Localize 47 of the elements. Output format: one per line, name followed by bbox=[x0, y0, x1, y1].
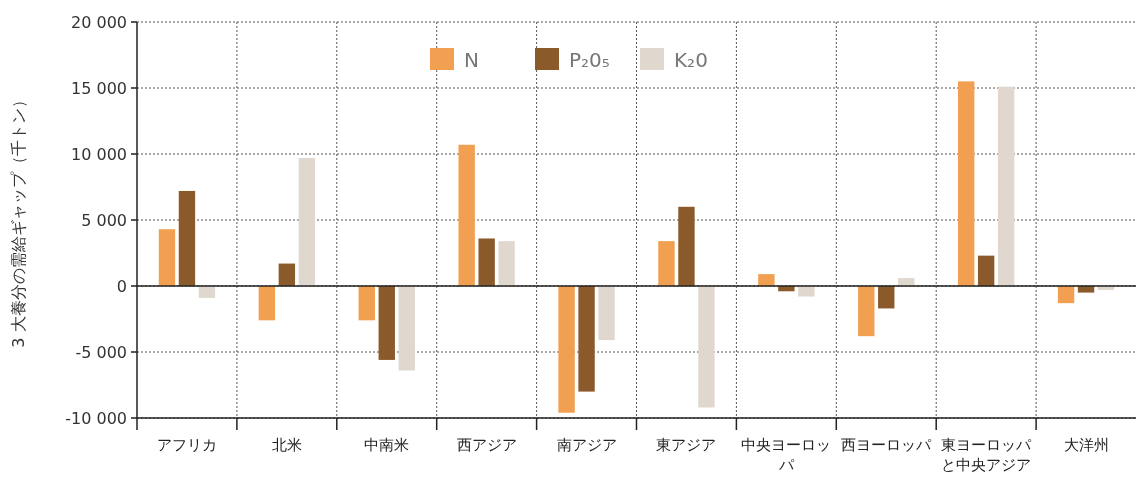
bar bbox=[598, 286, 615, 341]
y-tick-label: 0 bbox=[116, 277, 127, 296]
legend-label: K₂0 bbox=[674, 48, 708, 72]
bar bbox=[798, 286, 815, 297]
y-tick-label: 20 000 bbox=[71, 13, 127, 32]
bar bbox=[358, 286, 375, 321]
bar bbox=[578, 286, 595, 392]
x-tick-label: 西アジア bbox=[456, 436, 517, 454]
x-tick-label: 東アジア bbox=[656, 436, 717, 454]
bar bbox=[158, 229, 176, 286]
bar bbox=[997, 86, 1015, 286]
x-tick-label: 北米 bbox=[271, 436, 302, 454]
x-tick-label: 中央ヨーロッパ bbox=[741, 436, 832, 474]
bar bbox=[658, 241, 675, 286]
x-tick-label: アフリカ bbox=[156, 436, 217, 454]
x-tick-label: 西ヨーロッパ bbox=[841, 436, 933, 454]
legend-label: P₂0₅ bbox=[569, 48, 610, 72]
y-tick-label: -5 000 bbox=[75, 343, 127, 362]
x-tick-label: 中南米 bbox=[364, 436, 410, 454]
bar bbox=[1057, 286, 1075, 304]
x-tick-label: 東ヨーロッパと中央アジア bbox=[941, 436, 1033, 474]
bar bbox=[678, 206, 695, 286]
bar bbox=[558, 286, 575, 413]
bar bbox=[198, 286, 216, 298]
y-axis-title: 3 大養分の需給ギャップ（千トン） bbox=[9, 92, 28, 348]
bar bbox=[878, 286, 895, 309]
y-tick-label: 5 000 bbox=[81, 211, 127, 230]
bar bbox=[478, 238, 495, 286]
bar bbox=[258, 286, 276, 321]
x-tick-label: 南アジア bbox=[556, 436, 617, 454]
bar bbox=[458, 144, 475, 286]
bar bbox=[758, 274, 775, 286]
y-tick-label: 10 000 bbox=[71, 145, 127, 164]
bar bbox=[298, 157, 316, 286]
bar bbox=[858, 286, 875, 337]
y-tick-label: 15 000 bbox=[71, 79, 127, 98]
x-tick-label: 大洋州 bbox=[1063, 436, 1109, 454]
bar bbox=[178, 190, 196, 286]
bar bbox=[977, 255, 995, 286]
bar bbox=[278, 263, 296, 286]
y-tick-label: -10 000 bbox=[65, 409, 127, 428]
bar bbox=[498, 241, 515, 286]
bar bbox=[378, 286, 395, 360]
bar bbox=[698, 286, 715, 408]
legend-label: N bbox=[464, 48, 479, 72]
bar bbox=[957, 81, 975, 286]
bar bbox=[398, 286, 415, 371]
